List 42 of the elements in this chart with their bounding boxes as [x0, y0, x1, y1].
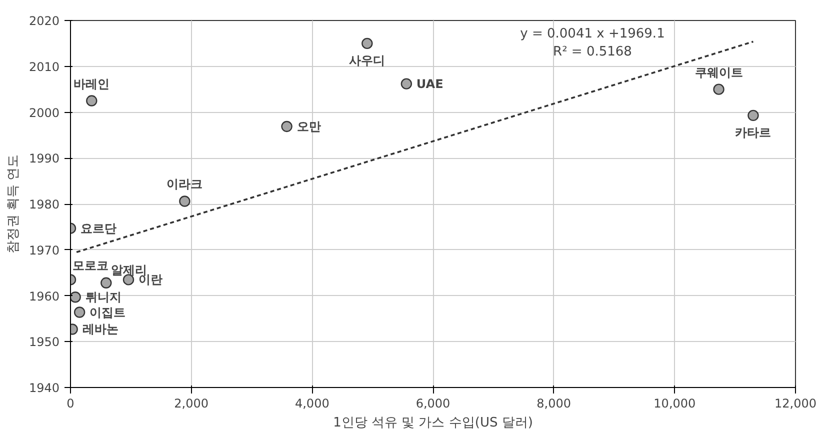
- x-axis-title: 1인당 석유 및 가스 수입(US 달러): [333, 416, 533, 430]
- y-tick-label: 1990: [28, 152, 60, 166]
- y-tick-label: 1940: [28, 381, 60, 395]
- y-tick-label: 1960: [28, 289, 60, 304]
- y-tick-label: 2020: [28, 14, 60, 28]
- x-tick-label: 10,000: [654, 396, 696, 410]
- x-tick-label: 8,000: [536, 396, 572, 410]
- series-label: 바레인: [74, 76, 110, 91]
- series-label: 카타르: [735, 125, 772, 140]
- x-tick-label: 2,000: [174, 396, 209, 410]
- point: [362, 38, 373, 50]
- series-label: 오만: [296, 119, 321, 134]
- point: [179, 196, 190, 207]
- point: [74, 306, 86, 318]
- series-label: 이집트: [90, 305, 126, 320]
- y-tick-label: 2000: [28, 106, 60, 120]
- series-label: 이라크: [166, 177, 203, 192]
- series-label: 모로코: [72, 258, 108, 273]
- point: [748, 110, 759, 122]
- point: [70, 292, 81, 303]
- annotation: R² = 0.5168: [553, 44, 632, 60]
- y-tick-label: 2010: [28, 60, 60, 74]
- point: [100, 277, 112, 288]
- y-tick-label: 1950: [28, 335, 60, 350]
- y-tick-label: 1980: [28, 198, 60, 212]
- x-tick-label: 0: [66, 396, 74, 410]
- series-label: 사우디: [349, 53, 386, 68]
- point: [86, 95, 98, 106]
- point: [713, 84, 724, 95]
- x-tick-label: 4,000: [294, 396, 330, 410]
- series-label: 튀니지: [85, 290, 122, 304]
- series-label: 요르단: [80, 221, 116, 236]
- point: [400, 78, 412, 90]
- x-tick-label: 6,000: [416, 396, 450, 410]
- y-tick-label: 1970: [28, 243, 60, 258]
- y-axis-title: 참정권 획득 연도: [6, 154, 21, 254]
- x-tick-label: 12,000: [774, 396, 817, 410]
- annotation: y = 0.0041 x +1969.1: [520, 26, 665, 42]
- series-label: UAE: [416, 76, 444, 91]
- series-label: 레바논: [82, 322, 118, 336]
- point: [281, 120, 292, 132]
- series-label: 쿠웨이트: [694, 65, 743, 80]
